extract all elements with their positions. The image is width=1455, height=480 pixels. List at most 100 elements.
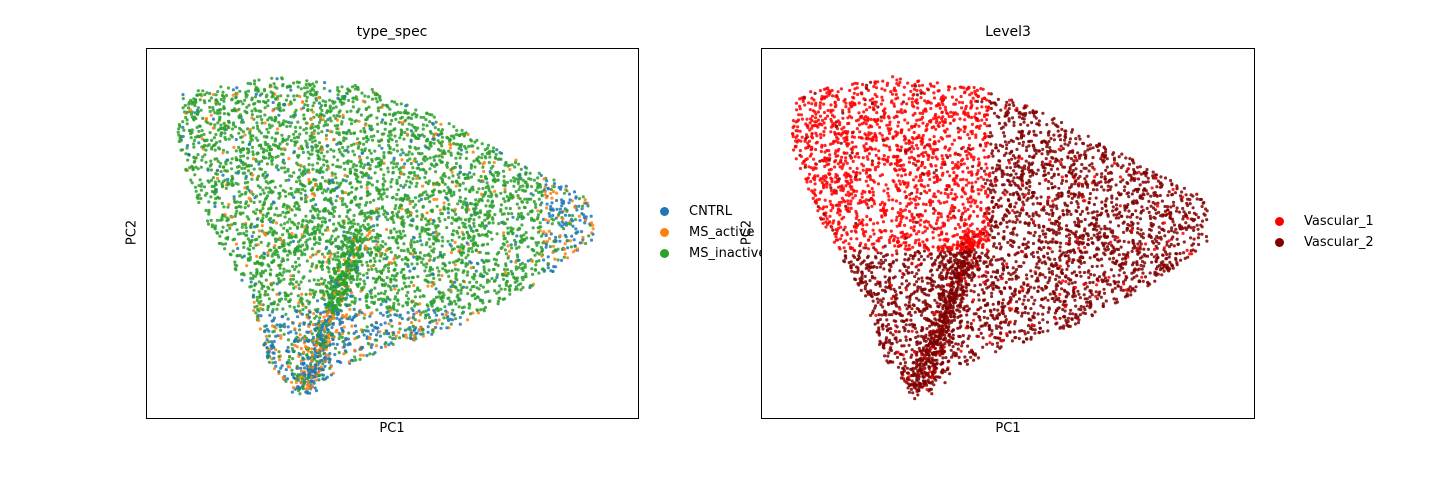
scatter-point — [355, 110, 359, 114]
scatter-point — [316, 149, 320, 153]
scatter-point — [499, 246, 503, 250]
scatter-point — [228, 223, 232, 227]
scatter-point — [268, 154, 273, 158]
scatter-point — [278, 213, 283, 217]
scatter-point — [538, 185, 543, 189]
scatter-point — [275, 323, 279, 327]
scatter-point — [222, 148, 226, 152]
scatter-point — [574, 231, 578, 235]
scatter-point — [375, 308, 379, 312]
scatter-point — [258, 271, 263, 276]
scatter-point — [251, 157, 255, 161]
scatter-point — [435, 197, 439, 201]
scatter-point — [439, 122, 443, 126]
scatter-point — [246, 247, 250, 251]
scatter-point — [286, 317, 290, 321]
scatter-point — [331, 180, 335, 184]
scatter-point — [417, 146, 421, 150]
scatter-point — [469, 312, 473, 316]
scatter-point — [200, 129, 204, 133]
scatter-point — [410, 152, 414, 156]
scatter-point — [529, 236, 533, 240]
scatter-point — [273, 252, 277, 256]
scatter-point — [415, 262, 419, 266]
scatter-point — [254, 92, 258, 96]
scatter-point — [345, 265, 349, 269]
scatter-point — [542, 177, 546, 181]
scatter-point — [326, 164, 330, 168]
scatter-point — [402, 137, 406, 141]
scatter-point — [304, 139, 308, 143]
scatter-point — [191, 167, 195, 171]
scatter-point — [243, 166, 247, 170]
scatter-point — [357, 107, 361, 111]
scatter-point — [284, 312, 288, 316]
scatter-point — [416, 275, 420, 279]
scatter-point — [520, 188, 525, 192]
scatter-point — [469, 144, 474, 148]
scatter-point — [307, 163, 311, 167]
scatter-point — [386, 166, 390, 170]
scatter-point — [271, 179, 275, 183]
scatter-point — [506, 212, 510, 216]
scatter-point — [369, 124, 373, 128]
scatter-point — [331, 337, 335, 342]
scatter-point — [230, 183, 234, 187]
scatter-point — [416, 286, 420, 290]
scatter-point — [252, 79, 257, 83]
scatter-point — [241, 222, 245, 226]
scatter-point — [456, 152, 460, 156]
scatter-point — [238, 89, 242, 93]
scatter-point — [458, 322, 462, 326]
scatter-point — [341, 279, 345, 283]
scatter-point — [382, 173, 386, 177]
scatter-point — [518, 185, 522, 189]
scatter-point — [492, 160, 496, 165]
scatter-point — [529, 177, 533, 181]
scatter-point — [309, 320, 313, 324]
scatter-point — [534, 188, 538, 192]
scatter-point — [295, 80, 299, 84]
scatter-point — [354, 173, 358, 177]
scatter-point — [506, 268, 510, 272]
scatter-point — [223, 178, 227, 182]
scatter-point — [456, 293, 460, 297]
scatter-point — [193, 159, 197, 163]
scatter-point — [273, 360, 277, 364]
scatter-point — [400, 121, 404, 125]
scatter-point — [355, 246, 359, 250]
scatter-point — [449, 280, 453, 284]
scatter-point — [407, 150, 411, 154]
scatter-point — [539, 203, 543, 207]
scatter-point — [450, 170, 454, 174]
scatter-point — [230, 98, 234, 102]
scatter-point — [231, 93, 235, 97]
scatter-point — [464, 264, 468, 268]
scatter-point — [383, 265, 387, 269]
scatter-point — [355, 282, 359, 286]
scatter-point — [267, 350, 271, 354]
scatter-point — [425, 211, 429, 215]
scatter-point — [401, 229, 406, 233]
scatter-point — [302, 128, 306, 132]
scatter-point — [270, 118, 274, 122]
scatter-point — [294, 180, 299, 184]
scatter-point — [340, 189, 344, 193]
scatter-point — [374, 97, 378, 101]
scatter-point — [270, 227, 274, 231]
scatter-point — [519, 234, 523, 238]
scatter-point — [277, 370, 281, 374]
scatter-point — [456, 268, 460, 272]
scatter-point — [428, 167, 432, 171]
scatter-point — [203, 193, 207, 197]
scatter-point — [422, 263, 426, 267]
scatter-point — [312, 278, 316, 282]
scatter-point — [267, 334, 271, 338]
scatter-point — [207, 180, 211, 184]
scatter-point — [353, 83, 357, 88]
scatter-point — [323, 217, 327, 221]
scatter-point — [409, 139, 413, 144]
scatter-point — [447, 215, 451, 220]
scatter-point — [225, 169, 229, 173]
scatter-point — [320, 296, 324, 300]
